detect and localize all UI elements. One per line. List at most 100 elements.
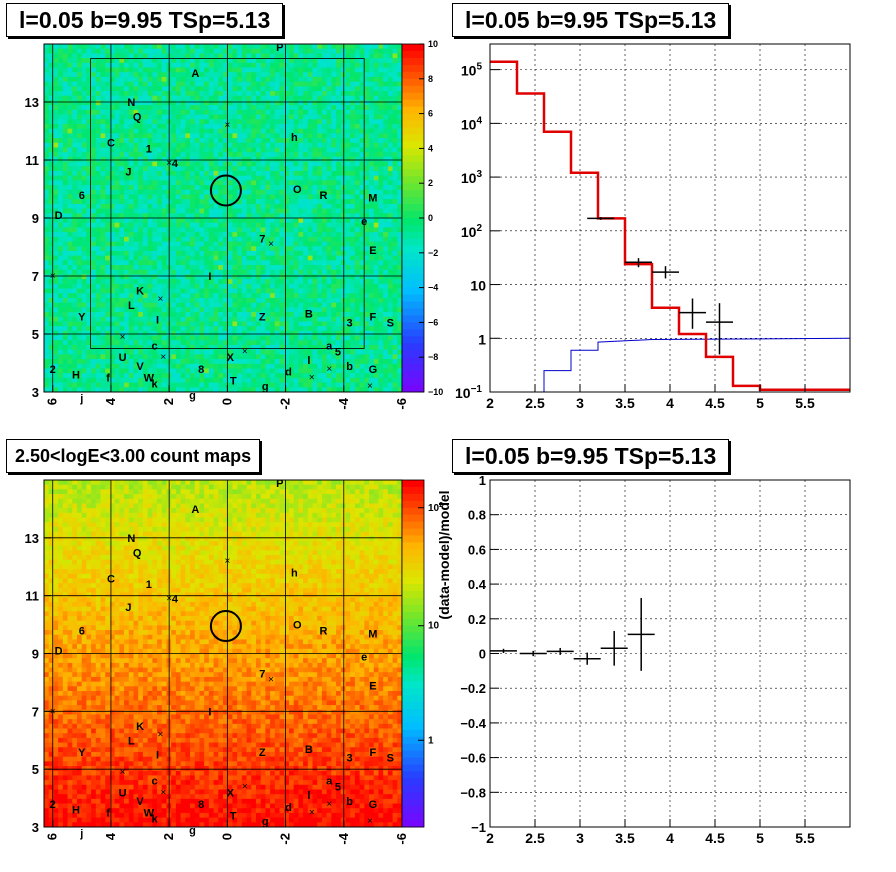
map-pixel xyxy=(369,335,375,341)
map-pixel xyxy=(190,128,196,134)
map-pixel xyxy=(185,316,191,322)
map-pixel xyxy=(67,274,73,280)
map-pixel xyxy=(331,250,337,257)
map-pixel xyxy=(288,246,295,252)
map-pixel xyxy=(350,189,356,195)
map-pixel xyxy=(199,274,205,280)
map-pixel xyxy=(171,123,177,130)
map-pixel xyxy=(86,208,92,214)
map-pixel xyxy=(387,194,393,200)
map-pixel xyxy=(321,76,328,83)
map-pixel xyxy=(138,147,144,153)
map-pixel xyxy=(180,53,186,59)
map-pixel xyxy=(303,344,309,351)
map-pixel xyxy=(232,260,238,266)
map-pixel xyxy=(119,260,125,266)
map-pixel xyxy=(91,283,97,289)
map-pixel xyxy=(246,326,252,332)
map-pixel xyxy=(194,185,200,191)
map-pixel xyxy=(397,53,403,59)
map-pixel xyxy=(369,119,375,125)
map-pixel xyxy=(345,312,351,318)
map-pixel xyxy=(354,307,360,313)
map-pixel xyxy=(119,246,125,252)
map-pixel xyxy=(81,166,87,172)
map-pixel xyxy=(72,138,78,144)
map-pixel xyxy=(354,175,360,181)
map-pixel xyxy=(171,170,177,177)
map-pixel xyxy=(62,100,68,106)
map-pixel xyxy=(171,53,177,59)
map-pixel xyxy=(288,218,295,224)
map-pixel xyxy=(124,147,130,153)
map-pixel xyxy=(128,119,134,125)
map-pixel xyxy=(199,236,205,242)
map-pixel xyxy=(147,246,153,252)
map-pixel xyxy=(369,48,375,54)
map-pixel xyxy=(260,316,266,322)
map-pixel xyxy=(298,86,304,92)
map-pixel xyxy=(119,44,125,50)
map-pixel xyxy=(142,213,149,219)
map-pixel xyxy=(387,86,393,92)
map-pixel xyxy=(67,161,73,167)
map-pixel xyxy=(213,180,219,186)
map-pixel xyxy=(119,175,125,181)
map-pixel xyxy=(378,227,384,233)
map-pixel xyxy=(114,246,120,252)
map-pixel xyxy=(270,312,276,318)
map-pixel xyxy=(378,147,384,153)
map-pixel xyxy=(124,91,130,97)
map-pixel xyxy=(44,246,50,252)
map-pixel xyxy=(383,269,389,275)
map-pixel xyxy=(133,123,139,130)
map-pixel xyxy=(194,105,200,111)
map-pixel xyxy=(293,335,299,341)
map-pixel xyxy=(218,321,224,327)
map-pixel xyxy=(114,48,120,54)
map-pixel xyxy=(190,316,196,322)
map-pixel xyxy=(128,128,134,134)
map-pixel xyxy=(288,123,295,130)
map-pixel xyxy=(336,222,342,228)
map-pixel xyxy=(241,72,247,78)
map-pixel xyxy=(138,62,144,68)
map-pixel xyxy=(147,255,153,261)
map-pixel xyxy=(204,166,210,172)
map-pixel xyxy=(354,152,360,158)
map-pixel xyxy=(274,265,280,271)
map-pixel xyxy=(274,335,280,341)
map-pixel xyxy=(142,175,149,181)
map-pixel xyxy=(91,138,97,144)
map-pixel xyxy=(62,81,68,87)
map-pixel xyxy=(350,302,356,308)
map-pixel xyxy=(67,76,73,83)
map-pixel xyxy=(241,95,247,101)
map-pixel xyxy=(147,166,153,172)
map-pixel xyxy=(284,326,290,332)
map-pixel xyxy=(147,142,153,148)
map-pixel xyxy=(67,62,73,68)
map-pixel xyxy=(237,260,243,266)
map-pixel xyxy=(53,265,59,271)
map-pixel xyxy=(251,100,257,106)
map-pixel xyxy=(44,269,50,275)
map-pixel xyxy=(255,48,262,54)
map-pixel xyxy=(67,222,73,228)
map-pixel xyxy=(345,138,351,144)
map-pixel xyxy=(378,185,384,191)
map-pixel xyxy=(241,269,247,275)
map-pixel xyxy=(251,246,257,252)
map-pixel xyxy=(232,312,238,318)
map-pixel xyxy=(378,260,384,266)
map-pixel xyxy=(124,241,130,247)
map-pixel xyxy=(270,147,276,153)
map-pixel xyxy=(76,185,83,191)
map-pixel xyxy=(387,213,393,219)
map-pixel xyxy=(44,109,50,115)
map-pixel xyxy=(142,119,149,125)
map-pixel xyxy=(86,232,92,238)
map-pixel xyxy=(260,53,266,59)
map-pixel xyxy=(133,100,139,106)
map-pixel xyxy=(383,283,389,289)
